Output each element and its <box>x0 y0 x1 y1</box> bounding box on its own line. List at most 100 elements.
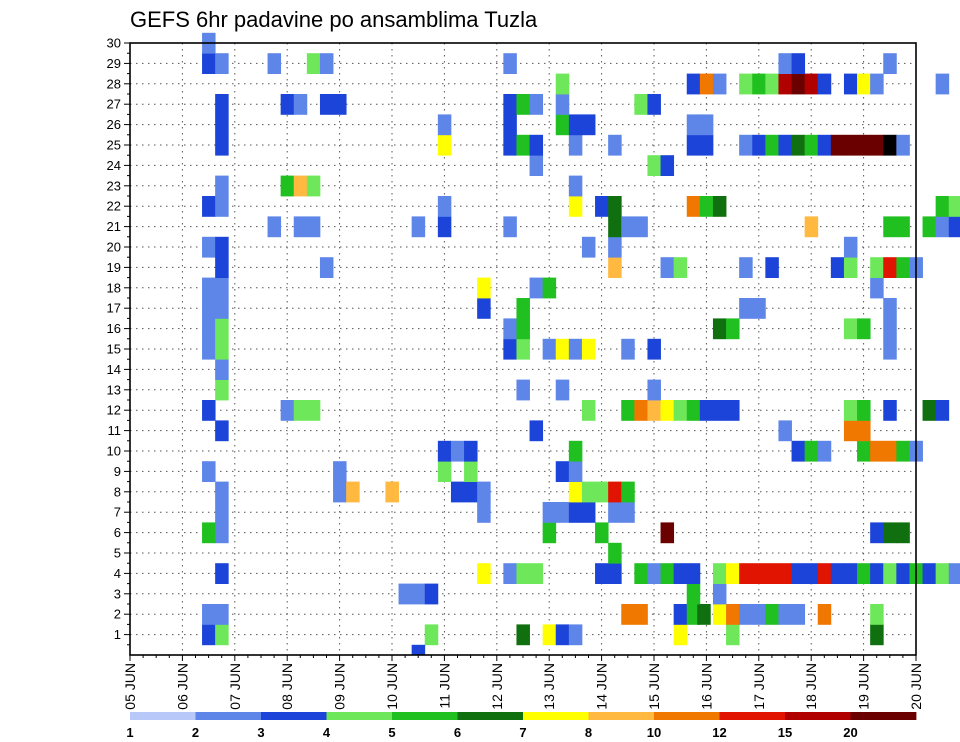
y-tick-label: 23 <box>107 178 121 193</box>
data-cell <box>306 175 321 197</box>
legend-label: 12 <box>712 725 726 740</box>
legend-label: 2 <box>192 725 199 740</box>
data-cell <box>608 216 622 238</box>
data-cell <box>542 624 557 646</box>
data-cell <box>791 73 806 95</box>
data-cell <box>202 522 216 544</box>
data-cell <box>697 604 711 625</box>
data-cell <box>634 216 648 238</box>
data-cell <box>608 542 622 564</box>
data-cell <box>437 440 452 462</box>
legend-swatch <box>719 712 786 720</box>
data-cell <box>215 134 229 156</box>
legend-swatch <box>326 712 393 720</box>
data-cell <box>477 563 491 584</box>
data-cell <box>870 440 884 462</box>
data-cell <box>739 298 753 319</box>
legend-label: 6 <box>454 725 461 740</box>
data-cell <box>752 134 766 156</box>
data-cell <box>647 379 661 401</box>
data-cell <box>752 604 766 625</box>
data-cell <box>843 563 858 584</box>
data-cell <box>817 604 832 625</box>
data-cell <box>857 400 871 421</box>
data-cell <box>516 624 530 646</box>
data-cell <box>215 359 229 380</box>
data-cell <box>712 73 727 95</box>
y-tick-label: 21 <box>107 219 121 234</box>
data-cell <box>673 624 688 646</box>
data-cell <box>202 298 216 319</box>
data-cell <box>595 563 609 584</box>
data-cell <box>202 604 216 625</box>
data-cell <box>686 114 701 136</box>
data-cell <box>896 563 910 584</box>
data-cell <box>202 400 216 421</box>
data-cell <box>752 563 766 584</box>
data-cell <box>843 134 858 156</box>
data-cell <box>424 624 439 646</box>
data-cell <box>778 73 792 95</box>
data-cell <box>411 583 426 605</box>
data-cell <box>830 257 845 278</box>
data-cell <box>503 134 517 156</box>
data-cell <box>411 216 426 238</box>
y-tick-label: 26 <box>107 117 121 132</box>
data-cell <box>830 134 845 156</box>
data-cell <box>634 604 648 625</box>
y-tick-label: 8 <box>114 484 121 499</box>
data-cell <box>385 481 399 503</box>
y-tick-label: 1 <box>114 627 121 642</box>
y-tick-label: 22 <box>107 199 121 214</box>
data-cell <box>883 440 897 462</box>
data-cell <box>883 53 897 74</box>
data-cell <box>215 563 229 584</box>
data-cell <box>712 400 727 421</box>
data-cell <box>896 134 910 156</box>
data-cell <box>739 604 753 625</box>
data-cell <box>673 257 688 278</box>
data-cell <box>333 481 347 503</box>
data-cell <box>726 563 740 584</box>
data-cell <box>778 604 792 625</box>
y-tick-label: 19 <box>107 260 121 275</box>
x-tick-label: 10 JUN <box>384 663 400 710</box>
legend-swatch <box>850 712 917 720</box>
data-cell <box>686 196 701 217</box>
data-cell <box>516 563 530 584</box>
data-cell <box>477 502 491 523</box>
data-cell <box>647 400 661 421</box>
data-cell <box>712 604 727 625</box>
data-cell <box>883 563 897 584</box>
x-tick-label: 14 JUN <box>594 663 610 710</box>
data-cell <box>778 53 792 74</box>
data-cell <box>673 604 688 625</box>
data-cell <box>215 502 229 523</box>
y-tick-label: 3 <box>114 586 121 601</box>
data-cell <box>202 318 216 340</box>
x-axis: 05 JUN 06 JUN 07 JUN 08 JUN 09 JUN 10 JUN 11 J… <box>122 655 924 710</box>
data-cell <box>568 338 583 360</box>
data-cell <box>857 563 871 584</box>
data-cell <box>477 481 491 503</box>
data-cell <box>778 420 792 442</box>
data-cell <box>215 624 229 646</box>
data-cell <box>555 461 570 482</box>
data-cell <box>791 53 806 74</box>
data-cell <box>673 400 688 421</box>
data-cell <box>529 420 544 442</box>
data-cell <box>542 277 557 299</box>
data-cell <box>752 298 766 319</box>
data-cell <box>568 134 583 156</box>
data-cell <box>293 175 308 197</box>
data-cell <box>555 502 570 523</box>
data-cell <box>647 155 661 176</box>
data-cell <box>791 563 806 584</box>
data-cell <box>542 338 557 360</box>
data-cell <box>202 236 216 258</box>
data-cell <box>595 481 609 503</box>
legend-label: 7 <box>519 725 526 740</box>
data-cell <box>215 257 229 278</box>
y-tick-label: 6 <box>114 525 121 540</box>
data-cell <box>529 155 544 176</box>
